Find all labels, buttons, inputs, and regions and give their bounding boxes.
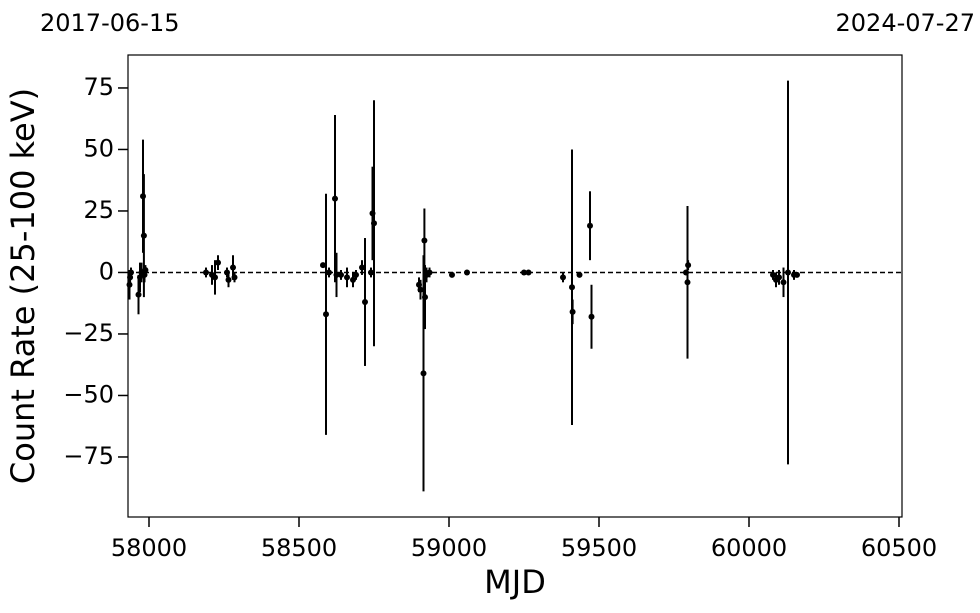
data-point	[231, 274, 238, 281]
data-point	[142, 267, 149, 274]
data-point	[776, 274, 782, 281]
data-point	[426, 269, 433, 276]
x-tick-label: 59000	[411, 534, 487, 562]
data-point	[344, 274, 350, 281]
data-point	[212, 274, 218, 281]
y-tick-label: 75	[83, 73, 114, 101]
data-point	[770, 271, 776, 278]
data-point	[326, 269, 332, 276]
data-point	[230, 264, 236, 271]
data-point	[588, 313, 595, 320]
data-point	[320, 262, 326, 269]
data-point	[560, 274, 566, 281]
y-tick-label: −75	[63, 442, 114, 470]
data-point	[685, 262, 692, 269]
data-point	[794, 271, 800, 278]
data-point	[521, 269, 527, 276]
y-tick-label: 50	[83, 134, 114, 162]
plot-frame	[127, 54, 903, 518]
data-point	[135, 291, 142, 298]
data-point	[417, 286, 424, 293]
data-point	[371, 220, 377, 227]
data-point	[338, 271, 344, 278]
data-point	[422, 294, 428, 301]
data-point	[359, 264, 365, 271]
data-point	[569, 284, 575, 291]
x-tick-label: 60500	[861, 534, 937, 562]
data-point	[684, 279, 691, 286]
data-point	[333, 271, 340, 278]
data-point	[525, 269, 532, 276]
data-point	[140, 232, 147, 239]
x-tick-label: 60000	[711, 534, 787, 562]
data-point	[225, 276, 232, 283]
y-axis-label: Count Rate (25-100 keV)	[4, 88, 42, 484]
top-right-label: 2024-07-27	[836, 9, 975, 37]
data-point	[420, 370, 427, 377]
data-point	[353, 271, 359, 278]
data-point	[362, 298, 368, 305]
data-point	[785, 269, 791, 276]
data-point	[576, 271, 583, 278]
data-point	[587, 222, 593, 229]
data-point	[350, 276, 356, 283]
data-point	[421, 237, 428, 244]
x-axis-label: MJD	[484, 563, 546, 601]
y-tick-label: 0	[99, 257, 114, 285]
x-tick-label: 58000	[111, 534, 187, 562]
data-point	[332, 195, 338, 202]
y-tick-label: −50	[63, 380, 114, 408]
y-tick-label: 25	[83, 196, 114, 224]
data-point	[464, 269, 470, 276]
data-point	[569, 308, 576, 315]
data-point	[449, 271, 455, 278]
top-left-label: 2017-06-15	[40, 9, 179, 37]
data-point	[203, 269, 209, 276]
y-tick-label: −25	[63, 319, 114, 347]
x-tick-label: 58500	[261, 534, 337, 562]
data-point	[215, 259, 221, 266]
x-tick-label: 59500	[561, 534, 637, 562]
data-point	[323, 311, 329, 318]
data-point	[368, 269, 374, 276]
data-point	[128, 269, 134, 276]
data-point	[780, 279, 787, 286]
